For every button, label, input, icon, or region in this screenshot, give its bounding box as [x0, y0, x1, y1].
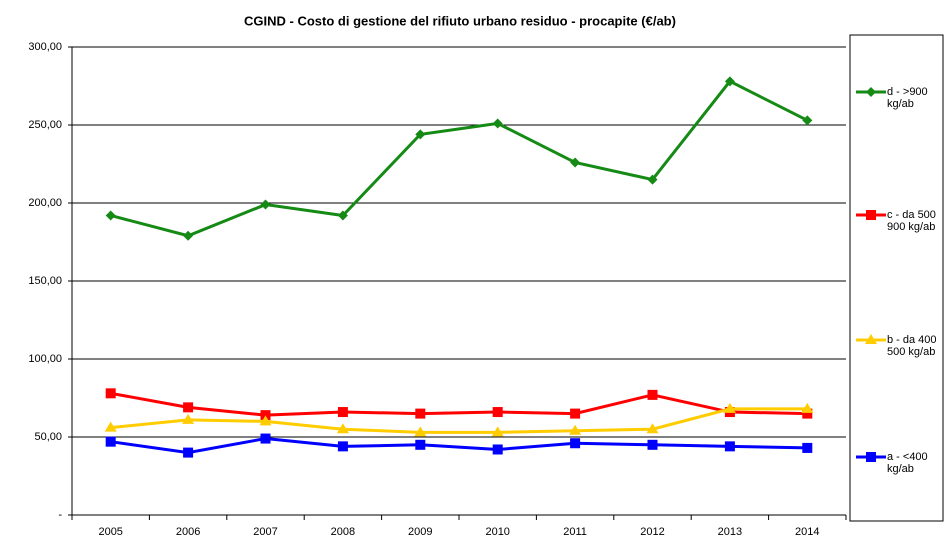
- marker: [802, 408, 813, 419]
- marker: [724, 76, 735, 87]
- marker: [492, 444, 503, 455]
- x-tick-label: 2009: [408, 526, 432, 538]
- x-tick-label: 2005: [98, 526, 122, 538]
- marker: [337, 407, 348, 418]
- marker: [570, 157, 581, 168]
- y-tick-label: 100,00: [28, 353, 62, 365]
- marker: [414, 426, 427, 437]
- marker: [802, 442, 813, 453]
- marker: [724, 441, 735, 452]
- marker: [415, 408, 426, 419]
- marker: [492, 118, 503, 129]
- y-tick-label: 200,00: [28, 197, 62, 209]
- x-tick-label: 2013: [718, 526, 742, 538]
- legend-label: a - <400 kg/ab: [887, 451, 928, 475]
- marker: [105, 436, 116, 447]
- marker: [801, 402, 814, 413]
- x-tick-label: 2007: [253, 526, 277, 538]
- marker: [415, 439, 426, 450]
- x-tick-label: 2008: [331, 526, 355, 538]
- marker: [723, 402, 736, 413]
- y-tick-label: 50,00: [34, 431, 62, 443]
- marker: [491, 426, 504, 437]
- series-line: [110, 437, 808, 455]
- marker: [182, 413, 195, 424]
- marker: [104, 421, 117, 432]
- legend-label: b - da 400 500 kg/ab: [887, 334, 937, 358]
- marker: [337, 210, 348, 221]
- marker: [183, 447, 194, 458]
- y-tick-label: 150,00: [28, 275, 62, 287]
- marker: [646, 423, 659, 434]
- legend-box: [849, 34, 944, 522]
- y-tick-label: -: [58, 509, 62, 521]
- marker: [260, 433, 271, 444]
- series-line: [110, 407, 808, 434]
- marker: [647, 389, 658, 400]
- x-tick-label: 2006: [176, 526, 200, 538]
- legend-label: d - >900 kg/ab: [887, 86, 928, 110]
- marker: [647, 439, 658, 450]
- series-line: [110, 391, 808, 417]
- marker: [260, 410, 271, 421]
- marker: [492, 407, 503, 418]
- marker: [183, 402, 194, 413]
- marker: [569, 424, 582, 435]
- chart-title: CGIND - Costo di gestione del rifiuto ur…: [244, 13, 676, 28]
- x-tick-label: 2011: [563, 526, 587, 538]
- marker: [802, 115, 813, 126]
- marker: [183, 230, 194, 241]
- legend-label: c - da 500 900 kg/ab: [887, 209, 936, 233]
- marker: [415, 129, 426, 140]
- marker: [105, 388, 116, 399]
- x-tick-label: 2014: [795, 526, 819, 538]
- marker: [336, 423, 349, 434]
- series-line: [110, 79, 808, 238]
- marker: [570, 408, 581, 419]
- marker: [866, 87, 876, 97]
- marker: [866, 210, 876, 220]
- x-tick-label: 2010: [485, 526, 509, 538]
- marker: [647, 174, 658, 185]
- marker: [259, 415, 272, 426]
- x-tick-label: 2012: [640, 526, 664, 538]
- marker: [570, 438, 581, 449]
- y-tick-label: 300,00: [28, 41, 62, 53]
- marker: [337, 441, 348, 452]
- marker: [865, 334, 877, 344]
- marker: [866, 452, 876, 462]
- y-tick-label: 250,00: [28, 119, 62, 131]
- marker: [105, 210, 116, 221]
- marker: [260, 199, 271, 210]
